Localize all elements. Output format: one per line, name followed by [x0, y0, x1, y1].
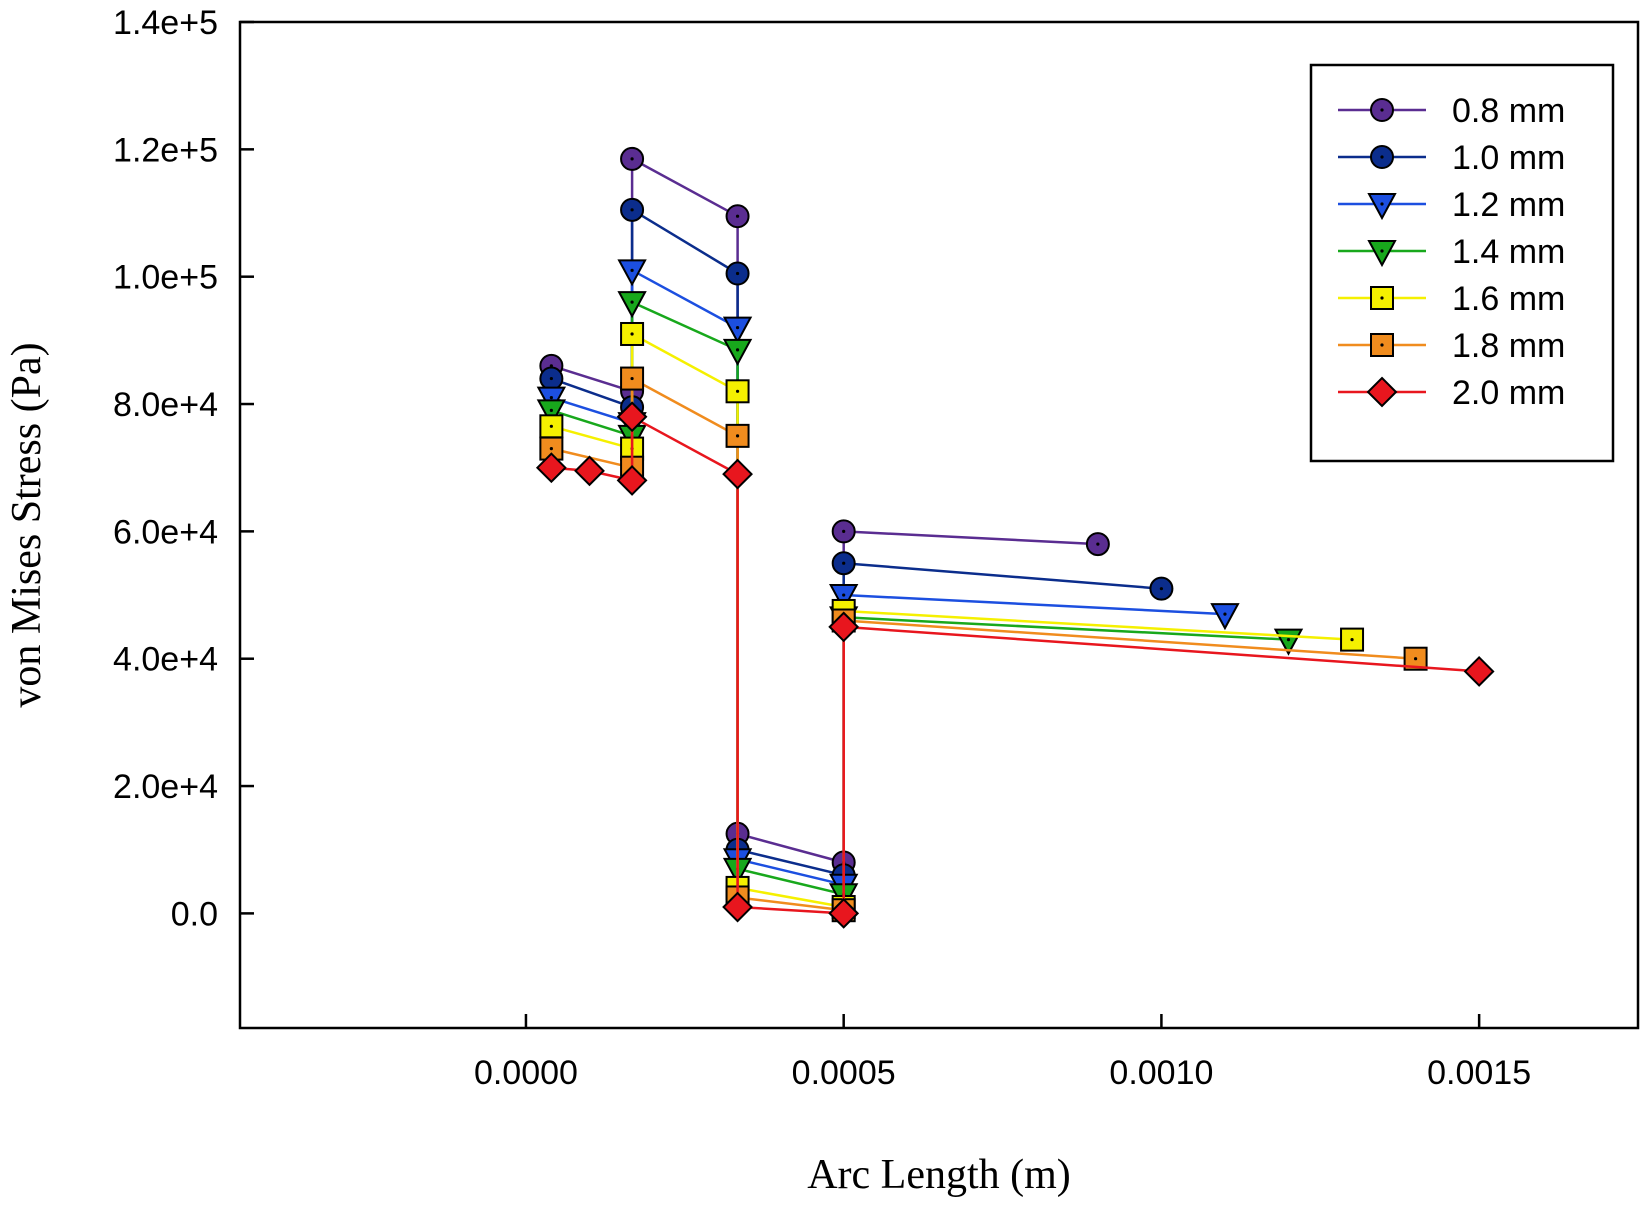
y-tick-label: 1.0e+5 [113, 259, 218, 297]
data-point-center-dot [549, 376, 553, 381]
data-point-center-dot [842, 561, 846, 565]
data-point [535, 452, 567, 484]
legend-item: 1.6 mm [1338, 280, 1565, 318]
legend-box [1309, 63, 1615, 463]
y-tick-label: 8.0e+4 [113, 386, 218, 424]
legend-item: 1.0 mm [1338, 139, 1565, 177]
legend: 0.8 mm 1.0 mm 1.2 mm 1.4 mm 1.6 mm 1.8 mm 2.0 … [1309, 63, 1615, 463]
legend-label: 1.2 mm [1452, 186, 1565, 224]
x-tick-label: 0.0010 [1109, 1054, 1213, 1092]
data-point [616, 401, 648, 433]
data-point-center-dot [842, 529, 846, 533]
data-point-center-dot [735, 214, 740, 218]
x-axis-ticks: 0.0000 0.0005 0.0010 0.0015 [474, 1014, 1531, 1092]
legend-marker [1367, 240, 1397, 268]
data-point-center-dot [630, 208, 634, 212]
data-point-center-dot [1159, 587, 1164, 591]
y-tick-label: 1.4e+5 [113, 4, 218, 42]
series-0-8-mm [539, 146, 1110, 875]
data-point-center-dot [1096, 542, 1100, 546]
series-line [551, 415, 1480, 915]
x-tick-label: 0.0005 [792, 1054, 896, 1092]
data-point-center-dot [630, 332, 634, 336]
legend-item: 0.8 mm [1338, 92, 1565, 130]
data-point-center-dot [630, 300, 634, 304]
data-point [617, 259, 647, 287]
legend-marker-center-dot [1380, 296, 1384, 300]
data-point-center-dot [630, 157, 634, 161]
y-axis-ticks: 0.0 2.0e+4 4.0e+4 6.0e+4 8.0e+4 1.0e+5 1.2e+5 1… [113, 4, 254, 933]
x-axis-title: Arc Length (m) [807, 1152, 1071, 1198]
data-point [722, 891, 753, 923]
data-point [828, 611, 860, 643]
data-point [574, 455, 605, 487]
data-point-center-dot [1350, 638, 1354, 642]
legend-item: 2.0 mm [1338, 374, 1565, 412]
legend-label: 2.0 mm [1452, 374, 1565, 412]
legend-marker-center-dot [1380, 249, 1384, 253]
data-point-center-dot [630, 268, 634, 272]
x-tick-label: 0.0000 [474, 1054, 578, 1092]
data-point-center-dot [735, 271, 740, 276]
data-point [617, 291, 647, 319]
data-point-center-dot [1413, 657, 1418, 661]
legend-item: 1.8 mm [1338, 327, 1565, 365]
legend-marker-center-dot [1380, 202, 1384, 206]
data-point-center-dot [1286, 638, 1291, 642]
legend-marker-center-dot [1380, 343, 1384, 347]
series-1-4-mm [536, 291, 1304, 911]
data-point-center-dot [549, 424, 553, 428]
data-point [722, 458, 753, 490]
legend-label: 1.8 mm [1452, 327, 1565, 365]
data-point-center-dot [630, 376, 634, 381]
data-point [536, 399, 567, 427]
legend-marker [1366, 376, 1398, 408]
legend-label: 1.6 mm [1452, 280, 1565, 318]
data-point-center-dot [735, 326, 740, 330]
legend-marker-center-dot [1380, 155, 1384, 159]
series-2-0-mm [535, 401, 1495, 929]
data-point-center-dot [549, 446, 553, 451]
data-point [1210, 603, 1240, 631]
data-point-center-dot [1223, 612, 1227, 616]
plot-frame [238, 20, 1640, 1030]
y-tick-label: 1.2e+5 [113, 131, 218, 169]
y-tick-label: 2.0e+4 [113, 768, 218, 806]
series-1-2-mm [536, 259, 1240, 901]
data-point-center-dot [549, 408, 553, 412]
x-tick-label: 0.0015 [1427, 1054, 1531, 1092]
data-point-center-dot [549, 396, 553, 400]
legend-marker [1367, 193, 1397, 221]
data-point [828, 897, 860, 929]
legend-label: 1.4 mm [1452, 233, 1565, 271]
legend-marker-center-dot [1380, 108, 1384, 112]
data-point-center-dot [735, 348, 740, 352]
y-tick-label: 0.0 [171, 895, 218, 933]
y-axis-title: von Mises Stress (Pa) [4, 342, 50, 707]
legend-item: 1.4 mm [1338, 233, 1565, 271]
data-point [722, 338, 753, 367]
data-point-center-dot [735, 389, 740, 393]
legend-item: 1.2 mm [1338, 186, 1565, 224]
data-point-center-dot [735, 434, 740, 438]
data-point [829, 584, 859, 612]
legend-label: 0.8 mm [1452, 92, 1565, 130]
series-line [551, 269, 1226, 886]
data-point [722, 316, 753, 344]
data-point [616, 465, 648, 496]
series-1-6-mm [539, 321, 1365, 920]
y-tick-label: 4.0e+4 [113, 641, 218, 679]
y-tick-label: 6.0e+4 [113, 513, 218, 551]
series-layer [535, 146, 1495, 929]
data-point [1463, 656, 1495, 687]
data-point-center-dot [842, 593, 846, 597]
legend-label: 1.0 mm [1452, 139, 1565, 177]
series-line [551, 332, 1353, 909]
